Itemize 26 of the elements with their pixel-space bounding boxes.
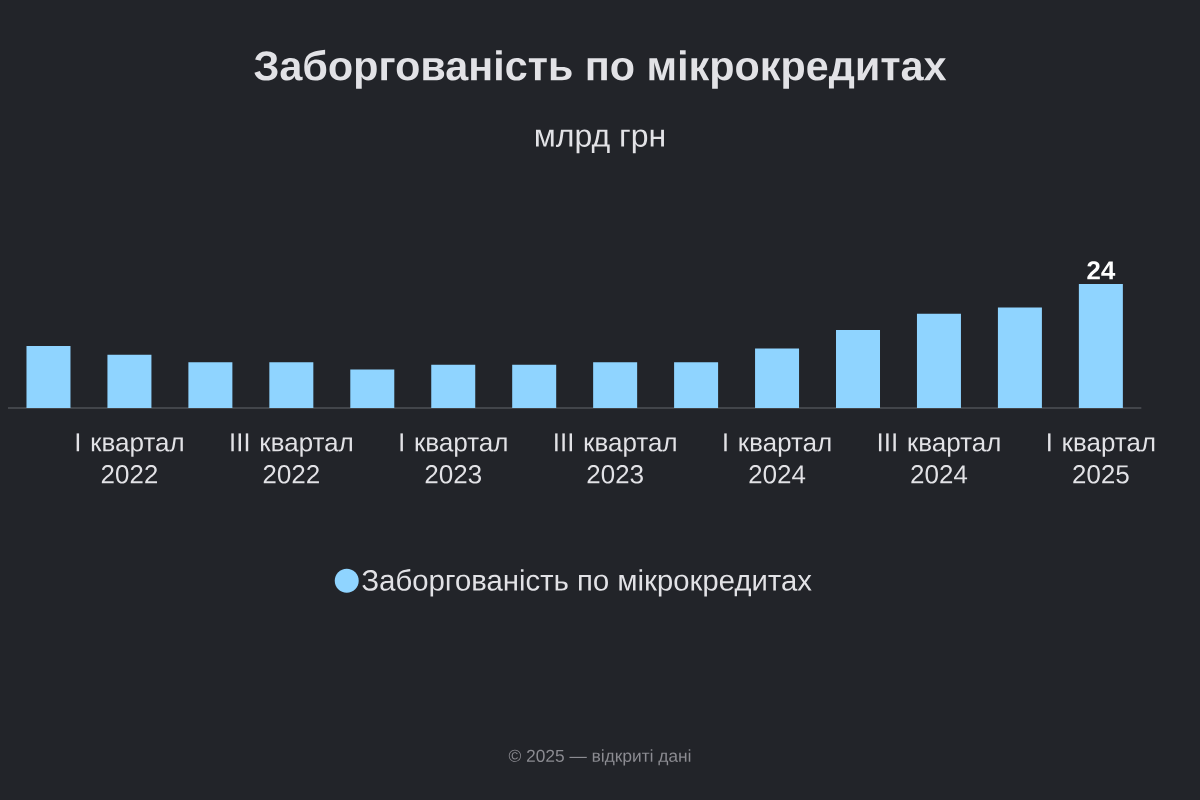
chart-subtitle: млрд грн (536, 129, 664, 154)
bar (350, 369, 395, 408)
bar (188, 362, 233, 408)
x-tick-label: III квартал 2023 (555, 433, 676, 484)
text: © 2025 — відкриті дані (508, 749, 691, 766)
x-tick-label: I квартал 2025 (1048, 433, 1155, 484)
bar (431, 364, 476, 408)
x-tick-label: I квартал 2024 (724, 433, 831, 484)
x-tick-label: I квартал 2023 (400, 433, 507, 484)
bar (836, 329, 881, 408)
bar (26, 346, 71, 408)
chart-title: Заборгованість по мікрокредитах (254, 49, 947, 89)
bar (593, 362, 638, 408)
x-tick-label: III квартал 2024 (878, 433, 1000, 484)
x-tick-label: I квартал 2022 (76, 433, 183, 484)
bar (916, 313, 961, 408)
text: 24 (1087, 261, 1116, 280)
bar (1078, 284, 1123, 408)
bar (107, 354, 152, 408)
bar (755, 348, 800, 408)
x-tick-label: III квартал 2022 (231, 433, 352, 484)
bar (674, 362, 719, 408)
bar (269, 362, 314, 408)
legend-label: Заборгованість по мікрокредитах (362, 568, 812, 597)
bar (997, 307, 1042, 408)
bar (512, 364, 557, 408)
